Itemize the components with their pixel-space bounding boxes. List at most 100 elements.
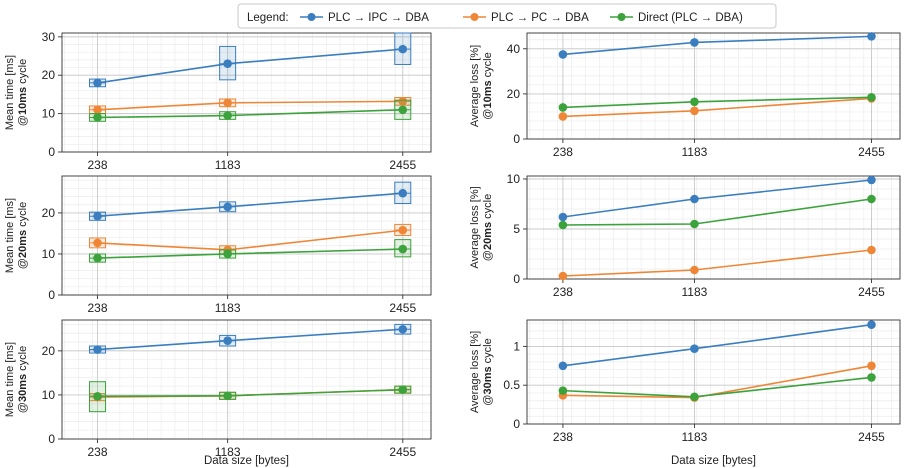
y-axis-label: Mean time [ms]@30ms cycle — [4, 342, 29, 417]
data-point-direct — [867, 373, 876, 382]
data-point-pc — [690, 106, 699, 116]
y-axis-label-bold: 20ms — [482, 222, 494, 250]
data-point-ipc — [398, 188, 408, 198]
y-axis-label-suffix: cycle — [17, 59, 29, 87]
data-point-ipc — [867, 32, 876, 41]
x-tick-label: 238 — [553, 285, 573, 299]
data-point-pc — [867, 361, 876, 371]
y-axis-label: Mean time [ms]@20ms cycle — [4, 198, 29, 273]
data-point-direct — [558, 386, 568, 395]
y-tick-label: 0 — [513, 132, 520, 146]
x-tick-label: 2455 — [389, 445, 416, 459]
y-axis-label-line2: @ — [482, 250, 494, 261]
x-tick-label: 2455 — [389, 301, 416, 315]
data-point-ipc — [690, 344, 699, 354]
data-point-ipc — [223, 59, 232, 69]
data-point-pc — [558, 271, 568, 281]
y-axis-label-suffix: cycle — [482, 52, 494, 80]
data-point-ipc — [93, 211, 102, 221]
axes-frame — [61, 32, 432, 153]
y-axis-label-bold: 30ms — [482, 366, 494, 394]
y-tick-label: 0 — [48, 432, 55, 446]
data-point-ipc — [223, 202, 232, 212]
data-point-ipc — [558, 50, 568, 59]
data-point-direct — [690, 392, 699, 402]
data-point-direct — [867, 194, 876, 204]
y-tick-label: 30 — [42, 30, 56, 44]
axes-frame — [526, 175, 901, 280]
data-point-direct — [93, 113, 102, 122]
x-tick-label: 1183 — [215, 301, 241, 315]
y-tick-label: 40 — [507, 42, 521, 56]
data-point-direct — [223, 111, 232, 120]
legend-label-ipc: PLC → IPC → DBA — [328, 12, 429, 24]
legend-marker-direct — [617, 13, 626, 21]
data-point-ipc — [398, 44, 408, 54]
y-axis-label-line1: Mean time [ms] — [4, 55, 16, 130]
x-tick-label: 2455 — [858, 145, 885, 159]
x-tick-label: 2455 — [858, 285, 885, 299]
legend-title: Legend: — [247, 12, 289, 24]
chart-panel-mean-10ms: 0 10 20 30 238 1183 2455 Mean time [ms]@10ms cy… — [4, 30, 432, 172]
legend-marker-pc — [470, 13, 479, 21]
y-tick-label: 0 — [513, 417, 520, 431]
axes-frame — [61, 175, 432, 296]
x-tick-label: 1183 — [215, 445, 241, 459]
data-point-ipc — [867, 175, 876, 185]
x-tick-label: 238 — [553, 430, 573, 444]
y-tick-label: 20 — [42, 206, 56, 220]
data-point-pc — [398, 97, 408, 106]
y-tick-label: 10 — [42, 247, 56, 261]
y-axis-label-line1: Average loss [%] — [469, 45, 481, 127]
legend-label-pc: PLC → PC → DBA — [491, 12, 589, 24]
y-axis-label-line2: @ — [482, 109, 494, 120]
chart-panel-mean-20ms: 0 10 20 238 1183 2455 Mean time [ms]@20ms cycl… — [4, 175, 432, 315]
data-point-pc — [223, 98, 232, 108]
data-point-pc — [93, 105, 102, 115]
y-tick-label: 10 — [42, 388, 56, 402]
x-tick-label: 1183 — [682, 285, 708, 299]
legend-label-direct: Direct (PLC → DBA) — [638, 12, 743, 24]
y-tick-label: 1 — [513, 339, 520, 353]
data-point-direct — [867, 92, 876, 102]
data-point-direct — [223, 391, 232, 401]
y-tick-label: 0.5 — [503, 378, 520, 392]
x-axis-label: Data size [bytes] — [204, 455, 289, 467]
y-axis-label-suffix: cycle — [17, 202, 29, 230]
y-axis-label-bold: 10ms — [482, 80, 494, 108]
data-point-direct — [223, 249, 232, 259]
axes-frame — [526, 32, 901, 140]
chart-panel-loss-20ms: 0 5 10 238 1183 2455 Average loss [%]@20ms cyc… — [469, 172, 901, 299]
data-point-direct — [690, 219, 699, 229]
y-tick-label: 0 — [48, 288, 55, 302]
y-axis-label-line2: @ — [17, 402, 29, 413]
legend-marker-ipc — [307, 13, 316, 21]
x-tick-label: 238 — [88, 301, 108, 315]
y-axis-label: Average loss [%]@10ms cycle — [469, 45, 494, 127]
y-tick-label: 10 — [42, 107, 56, 121]
data-point-pc — [558, 112, 568, 121]
data-point-ipc — [223, 336, 232, 346]
y-axis-label-suffix: cycle — [482, 338, 494, 366]
axes-frame — [526, 319, 901, 425]
x-tick-label: 1183 — [682, 430, 708, 444]
x-tick-label: 1183 — [215, 158, 241, 172]
x-tick-label: 238 — [88, 158, 108, 172]
plot-area — [527, 176, 900, 279]
x-axis-label: Data size [bytes] — [671, 455, 756, 467]
legend: Legend: PLC → IPC → DBA PLC → PC → DBA D… — [237, 3, 777, 29]
data-point-direct — [690, 97, 699, 107]
plot-area — [62, 176, 431, 295]
y-axis-label-bold: 20ms — [17, 230, 29, 258]
y-axis-label-line2: @ — [482, 395, 494, 406]
data-point-pc — [93, 238, 102, 248]
y-axis-label-line1: Mean time [ms] — [4, 342, 16, 417]
y-axis-label-line2: @ — [17, 115, 29, 126]
data-point-ipc — [93, 78, 102, 88]
plot-area — [527, 33, 900, 139]
x-tick-label: 1183 — [682, 145, 708, 159]
data-point-ipc — [558, 212, 568, 222]
data-point-ipc — [93, 345, 102, 354]
y-tick-label: 20 — [42, 68, 56, 82]
